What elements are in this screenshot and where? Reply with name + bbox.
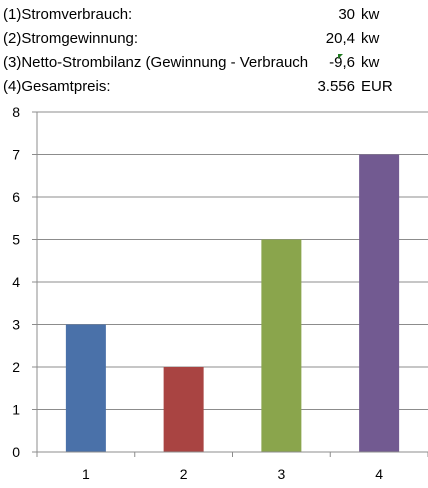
x-tick-label: 2 [180, 466, 188, 482]
row-stromverbrauch: (1)Stromverbrauch: 30 kw [0, 4, 428, 26]
y-tick-label: 8 [12, 104, 20, 120]
x-tick-label: 1 [82, 466, 90, 482]
bar-chart: 0 1 2 3 4 5 6 7 8 1 2 3 4 [12, 104, 428, 482]
comment-indicator-icon [338, 54, 343, 59]
row-label: (4)Gesamtpreis: [3, 78, 111, 95]
row-label: (2)Stromgewinnung: [3, 30, 139, 47]
y-tick-label: 7 [12, 147, 20, 163]
x-tick-label: 3 [277, 466, 285, 482]
y-tick-label: 3 [12, 317, 20, 333]
row-value: 3.556 [315, 76, 355, 98]
y-tick-label: 4 [12, 274, 20, 290]
bar-2 [163, 367, 204, 452]
y-tick-label: 1 [12, 402, 20, 418]
y-tick-label: 2 [12, 359, 20, 375]
bar-4 [359, 154, 400, 452]
row-label: (3)Netto-Strombilanz (Gewinnung - Verbra… [3, 54, 309, 71]
y-tick-label: 6 [12, 189, 20, 205]
row-value: 20,4 [323, 28, 355, 50]
y-tick-label: 0 [12, 444, 20, 460]
bar-1 [65, 324, 106, 452]
row-value: 30 [336, 4, 355, 26]
row-unit: EUR [361, 78, 393, 95]
row-unit: kw [361, 6, 380, 23]
row-unit: kw [361, 30, 380, 47]
bar-3 [261, 239, 302, 452]
y-tick-label: 5 [12, 232, 20, 248]
row-value: -9,6 [327, 52, 355, 74]
row-unit: kw [361, 54, 380, 71]
row-stromgewinnung: (2)Stromgewinnung: 20,4 kw [0, 28, 428, 50]
x-tick-label: 4 [375, 466, 383, 482]
row-netto-strombilanz: (3)Netto-Strombilanz (Gewinnung - Verbra… [0, 52, 428, 74]
row-label: (1)Stromverbrauch: [3, 6, 133, 23]
summary-table: (1)Stromverbrauch: 30 kw (2)Stromgewinnu… [0, 0, 428, 100]
row-gesamtpreis: (4)Gesamtpreis: 3.556 EUR [0, 76, 428, 98]
